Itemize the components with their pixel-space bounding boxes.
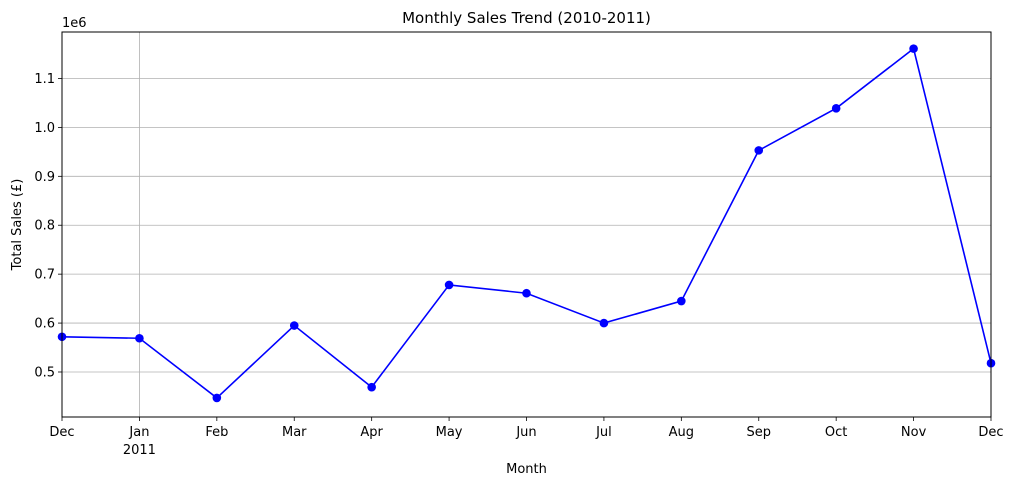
x-tick-label: Dec bbox=[49, 425, 74, 440]
data-point bbox=[522, 288, 531, 298]
data-point bbox=[289, 321, 299, 330]
x-axis-label: Month bbox=[506, 462, 547, 477]
x-tick-label: Apr bbox=[360, 425, 383, 440]
x-tick-label: Jan bbox=[128, 425, 149, 440]
x-tick-label: Jun bbox=[515, 425, 536, 440]
y-axis-ticks: 0.5 0.6 0.7 0.8 0.9 1.0 1.1 bbox=[34, 72, 62, 380]
y-axis-label: Total Sales (£) bbox=[10, 179, 25, 272]
data-point bbox=[831, 104, 841, 113]
x-tick-label: Jul bbox=[595, 425, 612, 440]
grid-lines bbox=[62, 32, 991, 417]
data-points bbox=[57, 44, 996, 403]
x-tick-label: May bbox=[436, 425, 463, 440]
y-tick-label: 1.1 bbox=[34, 72, 55, 87]
chart-title: Monthly Sales Trend (2010-2011) bbox=[402, 9, 651, 27]
y-tick-label: 0.7 bbox=[34, 268, 55, 283]
x-tick-label: Sep bbox=[746, 425, 771, 440]
x-tick-label: Mar bbox=[282, 425, 307, 440]
data-point bbox=[367, 382, 376, 392]
y-tick-label: 0.9 bbox=[34, 170, 55, 185]
y-tick-label: 0.6 bbox=[34, 317, 55, 332]
y-tick-label: 0.5 bbox=[34, 365, 55, 380]
x-tick-year-label: 2011 bbox=[123, 443, 156, 458]
x-tick-label: Aug bbox=[669, 425, 694, 440]
data-point bbox=[444, 280, 454, 290]
data-point bbox=[599, 318, 609, 328]
y-axis-offset-label: 1e6 bbox=[62, 16, 87, 31]
data-point bbox=[909, 44, 918, 53]
data-point bbox=[677, 296, 686, 306]
x-tick-label: Oct bbox=[825, 425, 847, 440]
y-tick-label: 1.0 bbox=[34, 121, 55, 136]
x-axis-ticks: Dec Jan 2011 Feb Mar Apr May Jun Jul Aug Sep Oct Nov… bbox=[49, 417, 1004, 458]
x-tick-label: Dec bbox=[978, 425, 1003, 440]
data-point bbox=[135, 333, 144, 343]
data-point bbox=[754, 146, 764, 155]
x-tick-label: Nov bbox=[901, 425, 927, 440]
data-point bbox=[212, 393, 222, 403]
y-tick-label: 0.8 bbox=[34, 219, 55, 234]
x-tick-label: Feb bbox=[205, 425, 228, 440]
